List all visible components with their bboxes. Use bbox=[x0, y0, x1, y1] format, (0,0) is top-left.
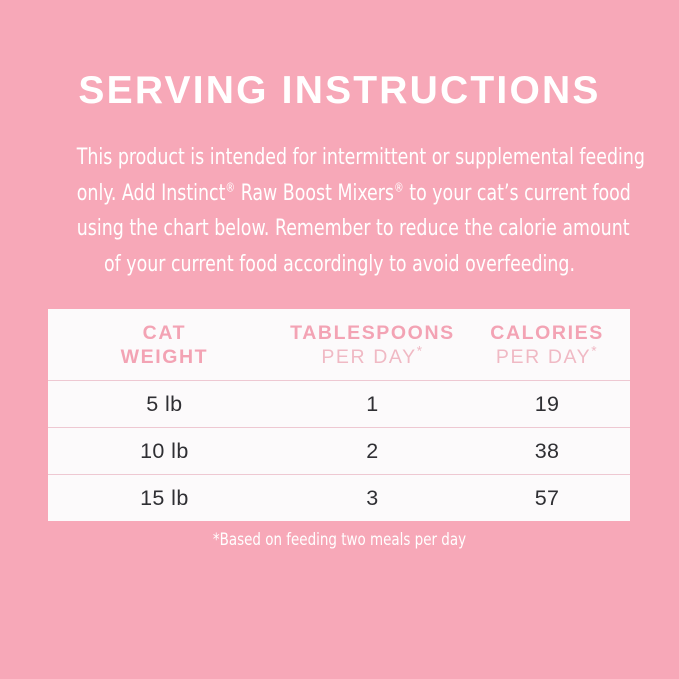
table-footnote: *Based on feeding two meals per day bbox=[212, 530, 467, 550]
table-row: 15 lb 3 57 bbox=[48, 474, 630, 521]
feeding-chart-table: CAT WEIGHT TABLESPOONS PER DAY* CALORIES… bbox=[48, 309, 630, 521]
column-header-tablespoons-sub: PER DAY* bbox=[281, 343, 464, 369]
registered-mark-instinct: ® bbox=[225, 179, 236, 194]
value-tablespoons: 2 bbox=[366, 439, 379, 463]
intro-line-2-part-c: to your cat’s current food bbox=[403, 179, 631, 206]
value-cat-weight: 10 lb bbox=[140, 439, 189, 463]
column-header-calories-sub: PER DAY* bbox=[464, 343, 630, 369]
value-tablespoons: 3 bbox=[366, 486, 379, 510]
cell-tablespoons: 2 bbox=[281, 438, 464, 464]
cell-calories: 19 bbox=[464, 391, 630, 417]
intro-paragraph: This product is intended for intermitten… bbox=[76, 140, 645, 282]
value-calories: 57 bbox=[534, 486, 560, 510]
intro-line-1: This product is intended for intermitten… bbox=[76, 144, 645, 170]
column-header-calories-main: CALORIES bbox=[490, 321, 604, 344]
column-header-calories: CALORIES PER DAY* bbox=[464, 321, 630, 369]
intro-line-3: using the chart below. Remember to reduc… bbox=[76, 215, 630, 241]
intro-line-4: of your current food accordingly to avoi… bbox=[103, 250, 576, 277]
footnote-asterisk-tablespoons: * bbox=[416, 343, 424, 358]
value-cat-weight: 15 lb bbox=[140, 486, 189, 510]
registered-mark-mixers: ® bbox=[393, 179, 404, 194]
column-header-cat-weight: CAT WEIGHT bbox=[48, 321, 281, 369]
intro-line-2-part-b: Raw Boost Mixers bbox=[235, 179, 394, 206]
table-row: 10 lb 2 38 bbox=[48, 427, 630, 474]
cell-cat-weight: 15 lb bbox=[48, 485, 281, 511]
table-row: 5 lb 1 19 bbox=[48, 380, 630, 427]
column-header-tablespoons-sub-text: PER DAY bbox=[321, 345, 417, 368]
column-header-calories-sub-text: PER DAY bbox=[495, 345, 592, 368]
value-tablespoons: 1 bbox=[366, 392, 379, 416]
cell-cat-weight: 5 lb bbox=[48, 391, 281, 417]
column-header-cat-weight-line1: CAT bbox=[142, 321, 187, 344]
table-header-row: CAT WEIGHT TABLESPOONS PER DAY* CALORIES… bbox=[48, 309, 630, 380]
cell-tablespoons: 3 bbox=[281, 485, 464, 511]
value-cat-weight: 5 lb bbox=[146, 392, 183, 416]
value-calories: 38 bbox=[534, 439, 560, 463]
cell-calories: 57 bbox=[464, 485, 630, 511]
column-header-tablespoons: TABLESPOONS PER DAY* bbox=[281, 321, 464, 369]
footnote-asterisk-calories: * bbox=[591, 343, 599, 358]
column-header-tablespoons-main: TABLESPOONS bbox=[290, 321, 455, 344]
cell-cat-weight: 10 lb bbox=[48, 438, 281, 464]
intro-line-2: only. Add Instinct® Raw Boost Mixers® to… bbox=[76, 176, 631, 212]
value-calories: 19 bbox=[534, 392, 560, 416]
page-title: SERVING INSTRUCTIONS bbox=[78, 69, 601, 112]
intro-line-2-part-a: only. Add Instinct bbox=[76, 179, 226, 206]
cell-calories: 38 bbox=[464, 438, 630, 464]
cell-tablespoons: 1 bbox=[281, 391, 464, 417]
column-header-cat-weight-line2: WEIGHT bbox=[120, 345, 209, 368]
